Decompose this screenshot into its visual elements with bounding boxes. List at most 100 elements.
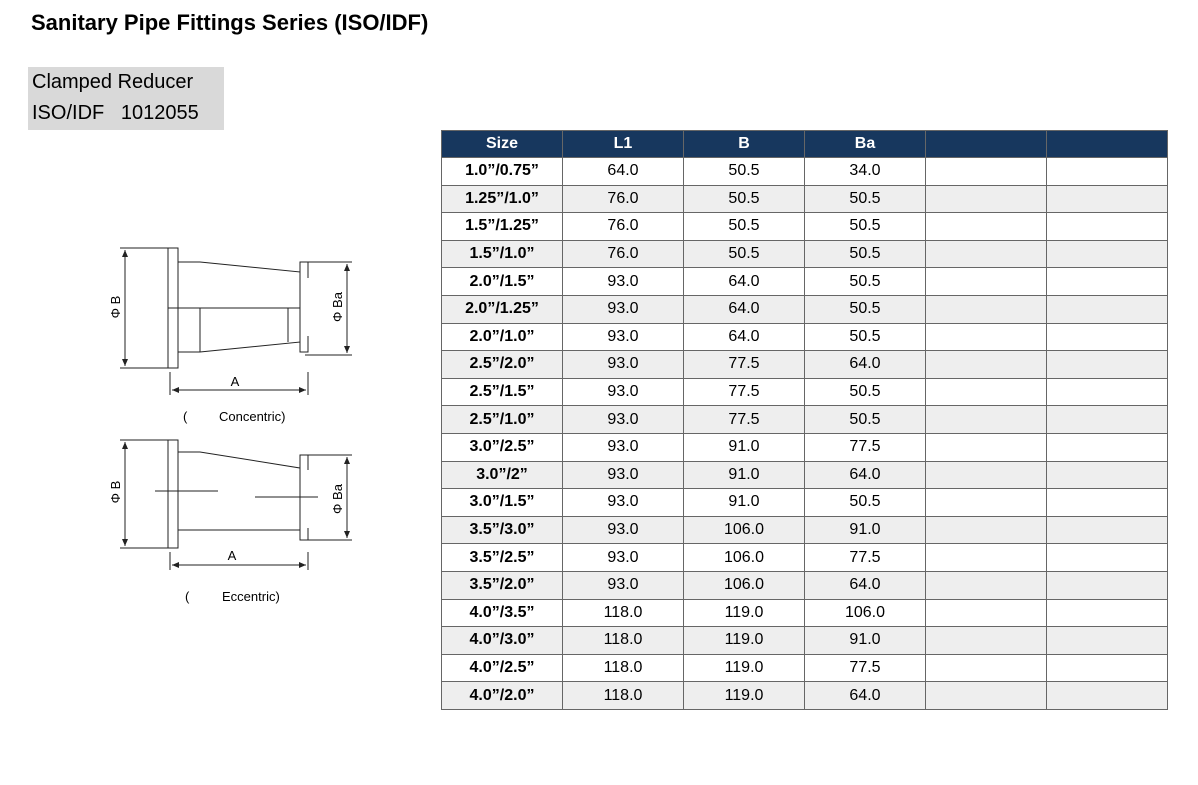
cell-empty xyxy=(925,460,1047,490)
cell-empty xyxy=(1046,460,1168,490)
size-cell: 3.0”/2” xyxy=(441,460,563,490)
cell-empty xyxy=(925,681,1047,710)
length-label: A xyxy=(231,374,240,389)
cell-empty xyxy=(1046,239,1168,269)
cell-empty xyxy=(925,212,1047,241)
cell: 76.0 xyxy=(562,212,684,241)
size-cell: 2.0”/1.5” xyxy=(441,267,563,296)
table-row: 2.5”/1.5” 93.0 77.5 50.5 xyxy=(441,377,1168,407)
size-cell: 4.0”/3.5” xyxy=(441,598,563,628)
cell: 64.0 xyxy=(804,570,926,600)
table-row: 2.0”/1.5” 93.0 64.0 50.5 xyxy=(441,267,1168,296)
size-cell: 4.0”/2.5” xyxy=(441,653,563,683)
size-cell: 2.0”/1.25” xyxy=(441,294,563,324)
cell: 50.5 xyxy=(804,239,926,269)
size-cell: 2.5”/2.0” xyxy=(441,350,563,379)
cell-empty xyxy=(1046,598,1168,628)
table-row: 3.5”/2.0” 93.0 106.0 64.0 xyxy=(441,570,1168,600)
cell: 64.0 xyxy=(683,294,805,324)
column-header: Size xyxy=(441,130,563,158)
cell-empty xyxy=(925,184,1047,214)
table-row: 4.0”/2.5” 118.0 119.0 77.5 xyxy=(441,653,1168,683)
caption: Concentric) xyxy=(219,409,285,424)
column-header: L1 xyxy=(562,130,684,158)
cell-empty xyxy=(925,294,1047,324)
title: Sanitary Pipe Fittings Series (ISO/IDF) xyxy=(31,10,429,35)
column-header: Ba xyxy=(804,130,926,158)
cell: 34.0 xyxy=(804,157,926,186)
cell-empty xyxy=(1046,267,1168,296)
cell: 50.5 xyxy=(804,294,926,324)
length-label: A xyxy=(228,548,237,563)
table-row: 1.5”/1.0” 76.0 50.5 50.5 xyxy=(441,239,1168,269)
cell: 93.0 xyxy=(562,488,684,517)
cell-empty xyxy=(925,626,1047,655)
cell-empty xyxy=(925,488,1047,517)
cell-empty xyxy=(925,239,1047,269)
cell: 64.0 xyxy=(804,460,926,490)
cell: 77.5 xyxy=(804,432,926,462)
cell-empty xyxy=(1046,157,1168,186)
table-row: 3.0”/2” 93.0 91.0 64.0 xyxy=(441,460,1168,490)
cell: 93.0 xyxy=(562,543,684,572)
dia-b-label: Φ B xyxy=(108,481,123,504)
cell-empty xyxy=(1046,405,1168,434)
cell-empty xyxy=(925,543,1047,572)
cell-empty xyxy=(925,598,1047,628)
cell: 50.5 xyxy=(683,184,805,214)
size-cell: 3.0”/2.5” xyxy=(441,432,563,462)
product-name: Clamped Reducer xyxy=(32,71,194,93)
cell: 106.0 xyxy=(683,570,805,600)
cell: 77.5 xyxy=(683,350,805,379)
cell-empty xyxy=(1046,350,1168,379)
cell-empty xyxy=(925,377,1047,407)
cell: 118.0 xyxy=(562,598,684,628)
cell: 50.5 xyxy=(804,212,926,241)
cell-empty xyxy=(1046,322,1168,352)
cell: 93.0 xyxy=(562,460,684,490)
table-row: 3.0”/2.5” 93.0 91.0 77.5 xyxy=(441,432,1168,462)
cell-empty xyxy=(925,653,1047,683)
cell: 50.5 xyxy=(683,239,805,269)
header-cell-empty xyxy=(1046,130,1168,158)
cell: 91.0 xyxy=(804,626,926,655)
eccentric-drawing xyxy=(120,439,352,570)
table-row: 4.0”/2.0” 118.0 119.0 64.0 xyxy=(441,681,1168,710)
size-cell: 3.5”/2.0” xyxy=(441,570,563,600)
cell: 119.0 xyxy=(683,598,805,628)
caption-paren: ( xyxy=(185,589,190,604)
caption-paren: ( xyxy=(183,409,188,424)
table-row: 2.5”/2.0” 93.0 77.5 64.0 xyxy=(441,350,1168,379)
cell: 106.0 xyxy=(804,598,926,628)
cell-empty xyxy=(925,570,1047,600)
cell-empty xyxy=(1046,626,1168,655)
size-cell: 3.0”/1.5” xyxy=(441,488,563,517)
cell-empty xyxy=(925,267,1047,296)
size-cell: 4.0”/2.0” xyxy=(441,681,563,710)
cell: 50.5 xyxy=(804,488,926,517)
cell: 93.0 xyxy=(562,570,684,600)
cell: 119.0 xyxy=(683,653,805,683)
cell-empty xyxy=(925,405,1047,434)
size-cell: 1.5”/1.0” xyxy=(441,239,563,269)
table-row: 1.0”/0.75” 64.0 50.5 34.0 xyxy=(441,157,1168,186)
cell: 64.0 xyxy=(683,322,805,352)
cell: 50.5 xyxy=(683,157,805,186)
cell: 119.0 xyxy=(683,681,805,710)
table-row: 3.0”/1.5” 93.0 91.0 50.5 xyxy=(441,488,1168,517)
cell-empty xyxy=(925,515,1047,545)
size-cell: 1.0”/0.75” xyxy=(441,157,563,186)
table-row: 1.5”/1.25” 76.0 50.5 50.5 xyxy=(441,212,1168,241)
cell: 64.0 xyxy=(562,157,684,186)
size-cell: 1.5”/1.25” xyxy=(441,212,563,241)
cell-empty xyxy=(1046,515,1168,545)
diagrams: Φ B Φ Ba A ( Concentric) Φ B Φ Ba A ( Ec… xyxy=(108,247,352,604)
cell: 93.0 xyxy=(562,377,684,407)
size-cell: 2.5”/1.0” xyxy=(441,405,563,434)
cell-empty xyxy=(1046,377,1168,407)
dia-ba-label: Φ Ba xyxy=(330,483,345,514)
product-box: Clamped Reducer ISO/IDF 1012055 xyxy=(28,67,224,130)
cell: 93.0 xyxy=(562,267,684,296)
size-cell: 2.5”/1.5” xyxy=(441,377,563,407)
size-cell: 3.5”/2.5” xyxy=(441,543,563,572)
